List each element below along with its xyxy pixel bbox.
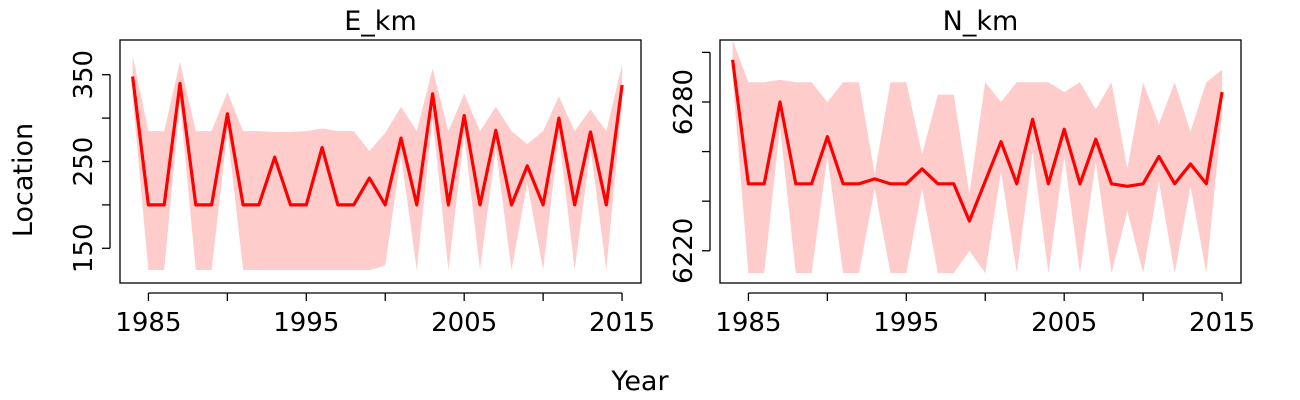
y-tick-label: 350 xyxy=(69,50,99,100)
x-tick-label: 2015 xyxy=(589,308,655,338)
y-axis-label: Location xyxy=(8,123,39,237)
x-tick-label: 1985 xyxy=(115,308,181,338)
chart-title: N_km xyxy=(943,6,1019,37)
confidence-band xyxy=(132,55,623,270)
plot-frame xyxy=(719,39,1242,284)
x-tick-label: 1995 xyxy=(273,308,339,338)
panel-n-km: N_km 1985 1995 2005 2015 6220 6280 xyxy=(669,6,1255,338)
chart-title: E_km xyxy=(344,6,417,37)
estimate-line xyxy=(131,76,624,207)
panel-e-km: E_km 1985 1995 2005 2015 150 250 350 xyxy=(69,6,655,338)
y-tick-label: 150 xyxy=(69,223,99,273)
plot-frame xyxy=(119,39,642,284)
x-tick-label: 2015 xyxy=(1189,308,1255,338)
y-tick-label: 250 xyxy=(69,137,99,187)
estimate-line xyxy=(731,59,1224,223)
x-tick-label: 2005 xyxy=(1031,308,1097,338)
x-tick-label: 1985 xyxy=(715,308,781,338)
y-tick-label: 6220 xyxy=(669,218,699,284)
x-axis-label: Year xyxy=(610,366,669,397)
x-tick-label: 2005 xyxy=(431,308,497,338)
y-tick-label: 6280 xyxy=(669,69,699,135)
x-tick-label: 1995 xyxy=(873,308,939,338)
confidence-band xyxy=(732,40,1223,274)
